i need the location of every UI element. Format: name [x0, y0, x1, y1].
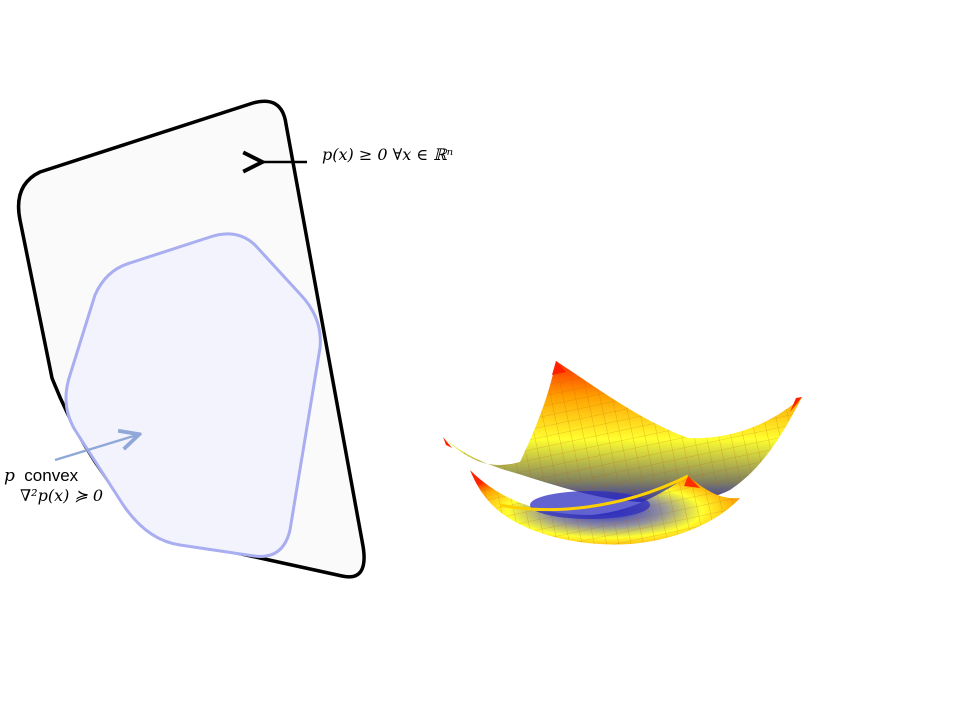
convex-region	[64, 232, 322, 558]
convex-label-line1: p convex	[4, 466, 79, 486]
convex-region-arrow	[54, 435, 137, 462]
convex-label-line2: ∇²p(x) ≽ 0	[20, 486, 103, 505]
paraboloid-surface-icon	[443, 361, 802, 545]
nonnegative-label: p(x) ≥ 0 ∀x ∈ ℝⁿ	[322, 145, 453, 164]
